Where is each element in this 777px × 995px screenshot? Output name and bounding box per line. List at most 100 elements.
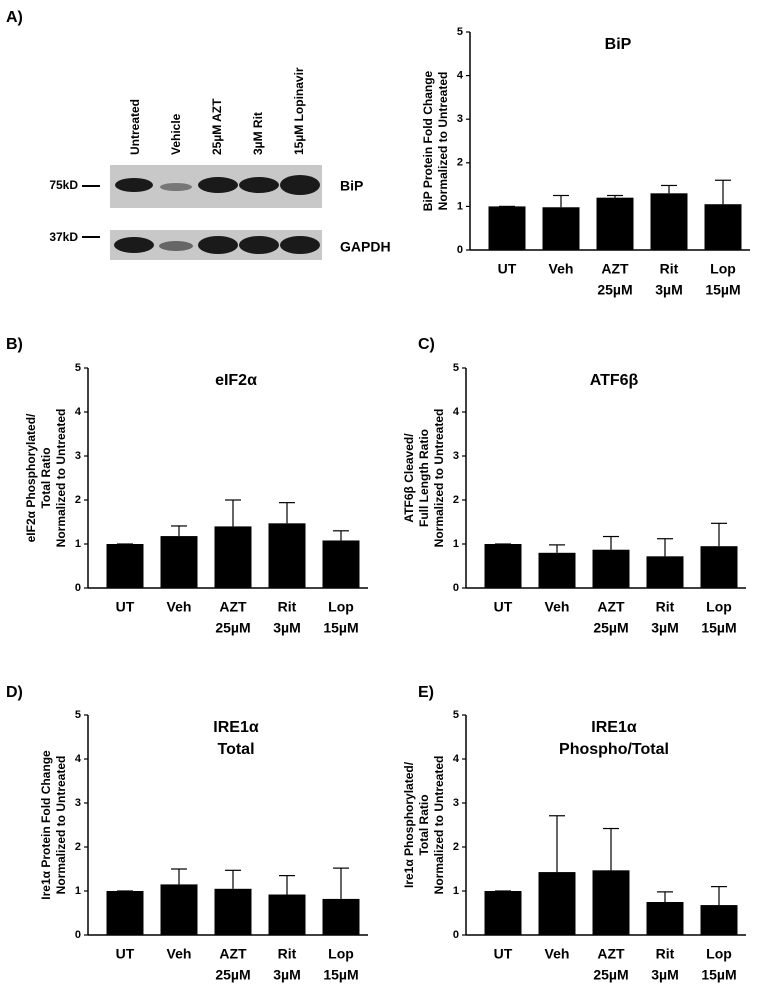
lane-label: Vehicle [169,113,183,155]
panel-label: D) [6,684,23,701]
chart: B) 0 1 2 3 4 5 eIF2α eIF2α Phosphorylated/Total … [6,336,368,636]
x-tick-label: 15µM [323,967,358,983]
x-tick-label: 15µM [323,620,358,636]
error-bar [715,179,731,205]
x-tick-label: 25µM [593,967,628,983]
y-tick-label: 4 [75,753,82,765]
error-bar [333,530,349,541]
y-tick-label: 2 [75,841,81,853]
bar [160,884,198,935]
bar [106,544,144,588]
lane-label: 3µM Rit [251,112,265,155]
error-bar [279,502,295,524]
bar [592,870,630,935]
x-tick-label: AZT [219,946,247,962]
y-tick-label: 5 [457,26,463,38]
x-tick-label: Rit [278,599,297,615]
bar [646,902,684,935]
bar [484,891,522,935]
x-tick-label: Lop [706,946,732,962]
y-tick-label: 3 [453,797,459,809]
chart-title: Phospho/Total [559,741,669,758]
y-tick-label: 0 [75,582,81,594]
y-tick-label: 3 [75,797,81,809]
x-tick-label: Rit [660,261,679,277]
bar [106,891,144,935]
chart: D) 0 1 2 3 4 5 IRE1α Total Ire1α Protein Fold Cha… [6,684,368,983]
x-tick-label: AZT [601,261,629,277]
band [280,236,320,254]
y-axis-label: Normalized to Untreated [432,409,446,548]
y-tick-label: 1 [75,538,81,550]
error-bar [607,194,623,198]
bar [322,540,360,588]
x-tick-label: Veh [549,261,574,277]
x-tick-label: UT [116,946,135,962]
y-axis-label: BiP Protein Fold Change [421,70,435,211]
bands [114,175,320,254]
y-axis-label: Ire1α Phosphorylated/ [402,761,416,888]
y-axis-label: ATF6β Cleaved/ [402,433,416,523]
band [198,236,238,254]
x-tick-label: Rit [656,599,675,615]
chart-title: Total [217,741,254,758]
band [198,177,238,193]
error-bar [711,885,727,906]
y-axis-label: Normalized to Untreated [432,756,446,895]
y-tick-label: 3 [453,450,459,462]
x-tick-label: 3µM [655,282,683,298]
x-tick-label: Veh [545,946,570,962]
error-bar [603,535,619,550]
marker-label: 37kD [49,230,78,244]
band [159,241,193,251]
chart-title: IRE1α [591,719,637,736]
bar [650,193,688,250]
chart-title: BiP [605,36,632,53]
error-bar [279,874,295,895]
x-tick-label: UT [498,261,517,277]
error-bar [553,194,569,208]
band [160,183,192,191]
lane-label: 15µM Lopinavir [292,67,306,155]
band [239,177,279,193]
x-tick-label: AZT [219,599,247,615]
error-bar [711,522,727,547]
error-bar [225,869,241,889]
y-axis-label: Normalized to Untreated [436,72,450,211]
y-tick-label: 1 [453,885,459,897]
y-tick-label: 1 [75,885,81,897]
y-tick-label: 0 [453,929,459,941]
y-axis-label: Total Ratio [39,447,53,508]
bar [538,872,576,935]
error-bar [171,525,187,537]
x-tick-label: Lop [328,946,354,962]
bar [704,204,742,250]
band [280,175,320,195]
y-tick-label: 3 [75,450,81,462]
y-tick-label: 4 [453,753,460,765]
error-bar [549,544,565,553]
bar [160,536,198,588]
band-label: GAPDH [340,239,391,255]
bar [596,197,634,250]
bar [488,206,526,250]
chart-title: eIF2α [215,372,257,389]
bar [646,556,684,588]
bar [700,546,738,588]
bar [214,526,252,588]
y-tick-label: 4 [453,406,460,418]
bar [484,544,522,588]
x-tick-label: UT [116,599,135,615]
x-tick-label: 15µM [701,967,736,983]
y-axis-label: Total Ratio [417,794,431,855]
chart-title: ATF6β [590,372,639,389]
x-tick-label: Lop [710,261,736,277]
y-tick-label: 2 [453,841,459,853]
y-tick-label: 5 [75,709,81,721]
bar [592,549,630,588]
x-tick-label: Veh [167,946,192,962]
bar [322,898,360,935]
chart: E) 0 1 2 3 4 5 IRE1α Phospho/Total Ire1α Phosphor… [402,684,746,983]
panel-label: A) [6,9,23,26]
